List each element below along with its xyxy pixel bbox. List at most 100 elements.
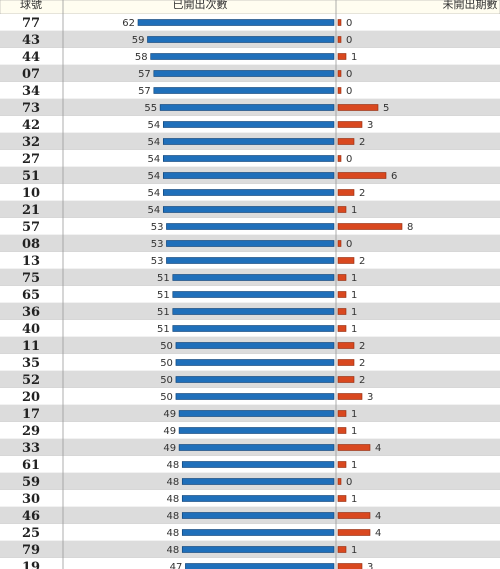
table-row: 27 54 0 [0,150,500,168]
ball-number: 40 [22,322,40,337]
missed-periods-label: 6 [391,171,397,182]
table-row: 43 59 0 [0,31,500,49]
missed-periods-label: 0 [346,35,352,46]
missed-periods-label: 4 [375,511,381,522]
drawn-count-label: 51 [157,273,170,284]
missed-periods-label: 0 [346,18,352,29]
ball-number: 30 [22,492,40,507]
drawn-count-label: 58 [135,52,148,63]
drawn-count-bar [172,308,335,315]
ball-number: 36 [22,305,40,320]
ball-number: 79 [22,543,40,558]
missed-periods-label: 1 [351,324,357,335]
header-row [0,0,500,15]
missed-periods-bar [337,155,342,162]
drawn-count-label: 55 [144,103,157,114]
drawn-count-bar [175,342,335,349]
table-row: 08 53 0 [0,235,500,253]
missed-periods-bar [337,444,371,451]
missed-periods-bar [337,189,355,196]
drawn-count-bar [162,189,335,196]
table-row: 35 50 2 [0,354,500,372]
drawn-count-bar [181,495,335,502]
table-row: 34 57 0 [0,82,500,100]
missed-periods-label: 1 [351,426,357,437]
drawn-count-bar [181,461,335,468]
missed-periods-bar [337,563,363,569]
table-rows: 77 62 043 59 044 58 107 57 034 57 073 55 542 54 332 54 2… [0,14,500,569]
ball-number: 33 [22,441,40,456]
ball-number: 44 [22,50,40,65]
table-row: 46 48 4 [0,507,500,525]
ball-number: 34 [22,84,40,99]
drawn-count-label: 48 [167,511,180,522]
missed-periods-bar [337,257,355,264]
missed-periods-label: 3 [367,562,373,569]
drawn-count-bar [178,444,335,451]
drawn-count-bar [181,546,335,553]
drawn-count-label: 50 [160,341,173,352]
missed-periods-label: 3 [367,120,373,131]
missed-periods-label: 0 [346,69,352,80]
drawn-count-label: 49 [163,426,176,437]
drawn-count-label: 57 [138,86,151,97]
missed-periods-bar [337,546,347,553]
drawn-count-label: 49 [163,443,176,454]
drawn-count-bar [181,512,335,519]
ball-number: 73 [22,101,40,116]
missed-periods-label: 4 [375,443,381,454]
header-missed: 未開出期數 [443,0,498,11]
ball-number: 08 [22,237,40,252]
drawn-count-label: 51 [157,324,170,335]
missed-periods-bar [337,87,342,94]
table-row: 40 51 1 [0,320,500,338]
ball-number: 61 [22,458,40,473]
drawn-count-label: 48 [167,460,180,471]
drawn-count-bar [181,478,335,485]
missed-periods-bar [337,495,347,502]
drawn-count-label: 53 [151,222,164,233]
ball-number: 25 [22,526,40,541]
drawn-count-bar [150,53,335,60]
table-row: 25 48 4 [0,524,500,542]
missed-periods-label: 1 [351,205,357,216]
missed-periods-bar [337,291,347,298]
ball-number: 27 [22,152,40,167]
table-row: 19 47 3 [0,558,500,569]
missed-periods-label: 3 [367,392,373,403]
drawn-count-bar [178,427,335,434]
drawn-count-bar [137,19,335,26]
drawn-count-label: 48 [167,494,180,505]
table-row: 21 54 1 [0,201,500,219]
missed-periods-label: 2 [359,137,365,148]
missed-periods-label: 2 [359,256,365,267]
ball-number: 29 [22,424,40,439]
missed-periods-bar [337,274,347,281]
table-row: 42 54 3 [0,116,500,134]
missed-periods-label: 1 [351,307,357,318]
ball-number: 77 [22,16,40,31]
table-row: 10 54 2 [0,184,500,202]
drawn-count-label: 47 [170,562,183,569]
missed-periods-bar [337,393,363,400]
table-row: 29 49 1 [0,422,500,440]
drawn-count-label: 50 [160,375,173,386]
table-row: 30 48 1 [0,490,500,508]
missed-periods-label: 1 [351,409,357,420]
table-row: 52 50 2 [0,371,500,389]
ball-number: 17 [22,407,40,422]
table-row: 51 54 6 [0,167,500,185]
drawn-count-label: 49 [163,409,176,420]
drawn-count-label: 54 [148,171,161,182]
ball-number: 57 [22,220,40,235]
drawn-count-label: 54 [148,205,161,216]
missed-periods-bar [337,19,342,26]
missed-periods-bar [337,240,342,247]
missed-periods-label: 0 [346,154,352,165]
missed-periods-bar [337,342,355,349]
missed-periods-label: 5 [383,103,389,114]
drawn-count-label: 51 [157,290,170,301]
missed-periods-bar [337,410,347,417]
drawn-count-bar [181,529,335,536]
